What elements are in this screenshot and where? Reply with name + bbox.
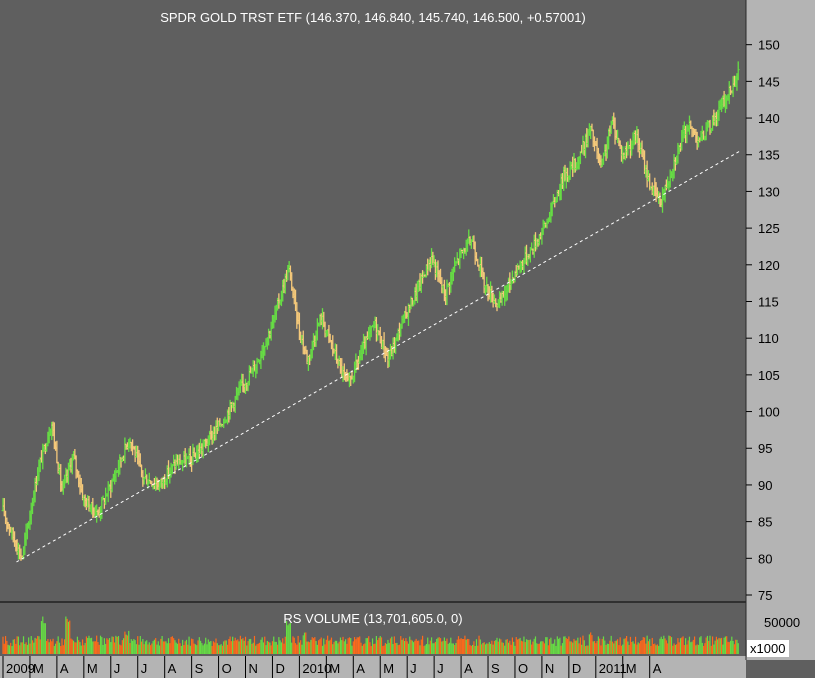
price-tick-label: 145 [758, 74, 780, 89]
month-tick-label: A [464, 661, 473, 676]
x-axis-panel [0, 656, 746, 678]
month-tick-label: J [141, 661, 148, 676]
month-tick-label: A [168, 661, 177, 676]
month-tick-label: D [572, 661, 581, 676]
month-tick-label: O [222, 661, 232, 676]
price-tick-label: 130 [758, 184, 780, 199]
volume-chart-title: RS VOLUME (13,701,605.0, 0) [283, 611, 462, 626]
price-tick-label: 135 [758, 148, 780, 163]
price-tick-label: 125 [758, 221, 780, 236]
month-tick-label: O [518, 661, 528, 676]
price-tick-label: 115 [758, 294, 779, 309]
volume-tick-label: 50000 [764, 615, 800, 630]
month-tick-label: J [114, 661, 121, 676]
month-tick-label: 2009 [6, 661, 35, 676]
month-tick-label: M [626, 661, 637, 676]
price-tick-label: 90 [758, 478, 772, 493]
month-tick-label: J [437, 661, 444, 676]
price-tick-label: 110 [758, 331, 779, 346]
price-axis-ticks: 75 80 85 90 95 100 105 110 115 120 125 130 135 140 145… [746, 38, 780, 603]
volume-multiplier-label: x1000 [750, 641, 785, 656]
month-tick-label: 2010 [302, 661, 331, 676]
price-tick-label: 140 [758, 111, 780, 126]
month-tick-label: S [195, 661, 204, 676]
volume-layer [2, 616, 739, 654]
price-tick-label: 105 [758, 368, 780, 383]
price-tick-label: 150 [758, 38, 780, 53]
month-tick-label: M [383, 661, 394, 676]
month-tick-label: M [33, 661, 44, 676]
month-tick-label: 2011 [599, 661, 627, 676]
month-tick-label: S [491, 661, 500, 676]
volume-multiplier-box [747, 640, 789, 657]
price-layer [1, 61, 740, 561]
month-tick-label: N [545, 661, 554, 676]
y-axis-panel [746, 0, 815, 660]
month-tick-label: M [329, 661, 340, 676]
price-tick-label: 100 [758, 405, 780, 420]
month-tick-label: A [653, 661, 662, 676]
price-tick-label: 120 [758, 258, 780, 273]
price-tick-label: 95 [758, 441, 772, 456]
month-tick-label: N [249, 661, 258, 676]
support-trendline [16, 150, 741, 563]
month-tick-label: M [87, 661, 98, 676]
price-chart-title: SPDR GOLD TRST ETF (146.370, 146.840, 14… [160, 10, 586, 25]
month-tick-label: D [275, 661, 284, 676]
month-tick-label: J [410, 661, 417, 676]
price-tick-label: 85 [758, 515, 772, 530]
price-tick-label: 80 [758, 551, 772, 566]
month-tick-label: A [60, 661, 69, 676]
trendline-layer [16, 150, 741, 563]
month-tick-label: A [356, 661, 365, 676]
price-tick-label: 75 [758, 588, 772, 603]
